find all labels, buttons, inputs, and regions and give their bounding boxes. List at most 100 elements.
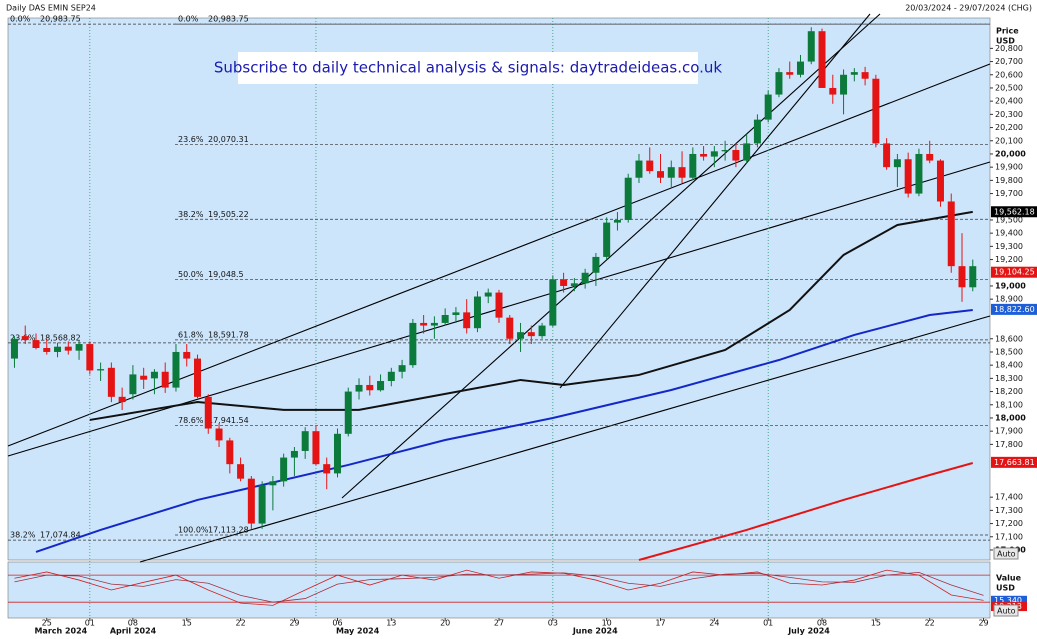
x-tick-label: 06 [332, 619, 342, 628]
y-tick-label: 19,300 [995, 242, 1023, 251]
price-tag [991, 456, 1037, 468]
candle-body [54, 346, 62, 352]
candle-body [21, 336, 29, 341]
candle-body [624, 177, 632, 220]
fib-price: 18,568.82 [40, 333, 81, 342]
x-tick-label: 15 [182, 619, 192, 628]
candle-body [64, 346, 72, 351]
month-label: July 2024 [787, 627, 830, 636]
moving-average [89, 210, 973, 421]
price-tag [991, 266, 1037, 278]
candle-body [926, 153, 934, 161]
banner-box [238, 52, 698, 84]
oscillator-tag-label: 15.340 [994, 596, 1022, 605]
fib-price: 17,113.28 [208, 526, 249, 535]
candle-body [506, 317, 514, 339]
candle-body [75, 344, 83, 351]
candle-body [301, 431, 309, 451]
candle-body [936, 160, 944, 202]
y-tick-label: 17,100 [995, 532, 1023, 541]
price-pane [7, 17, 991, 561]
candle-body [495, 292, 503, 318]
candle-body [581, 272, 589, 284]
candle-body [893, 159, 901, 168]
x-tick-label: 13 [386, 619, 396, 628]
fib-price: 19,505.22 [208, 210, 249, 219]
auto-label[interactable]: Auto [997, 607, 1016, 616]
fib-price: 20,983.75 [208, 15, 249, 24]
candle-body [333, 433, 341, 474]
x-tick-label: 27 [494, 619, 504, 628]
y-tick-label: 19,400 [995, 229, 1023, 238]
candle-body [570, 283, 578, 286]
candle-body [732, 150, 740, 161]
candle-body [172, 351, 180, 388]
fib-price: 20,983.75 [40, 15, 81, 24]
fib-level: 50.0% [178, 270, 204, 279]
candle-body [118, 396, 126, 403]
price-tag-label: 19,104.25 [994, 268, 1035, 277]
candle-body [366, 384, 374, 391]
x-tick-label: 17 [655, 619, 665, 628]
y-tick-label: 18,400 [995, 361, 1023, 370]
candle-body [786, 72, 794, 75]
candle-body [969, 266, 977, 288]
y-tick-label: 20,000 [995, 149, 1026, 158]
candle-body [107, 367, 115, 397]
x-tick-label: 29 [978, 619, 988, 628]
candle-body [290, 450, 298, 458]
oscillator-line [14, 569, 984, 606]
date-range: 20/03/2024 - 29/07/2024 (CHG) [905, 4, 1032, 13]
oscillator-axis-title: USD [996, 584, 1015, 593]
candle-body [796, 61, 804, 75]
y-tick-label: 17,400 [995, 493, 1023, 502]
y-tick-label: 20,500 [995, 83, 1023, 92]
candle-body [646, 160, 654, 172]
y-tick-label: 20,600 [995, 70, 1023, 79]
instrument-title: Daily DAS EMIN SEP24 [6, 4, 96, 13]
candle-body [377, 381, 385, 391]
x-tick-label: 22 [235, 619, 245, 628]
candle-body [947, 201, 955, 267]
candle-body [258, 485, 266, 524]
candle-body [86, 344, 94, 371]
candle-body [323, 464, 331, 474]
candle-body [280, 457, 288, 482]
candle-body [850, 72, 858, 75]
fib-level: 38.2% [10, 531, 36, 540]
auto-label[interactable]: Auto [997, 550, 1016, 559]
candle-body [140, 375, 148, 380]
candle-body [592, 256, 600, 273]
candle-body [904, 159, 912, 194]
candle-body [915, 153, 923, 194]
candle-body [129, 374, 137, 395]
candle-body [312, 431, 320, 465]
candle-body [840, 74, 848, 95]
candle-body [452, 312, 460, 316]
y-tick-label: 20,400 [995, 97, 1023, 106]
fib-level: 100.0% [178, 526, 209, 535]
price-tag-label: 17,663.81 [994, 458, 1035, 467]
candle-body [689, 153, 697, 178]
axis-title: USD [996, 37, 1015, 46]
auto-button[interactable] [993, 547, 1019, 560]
candle-body [463, 312, 471, 329]
fib-price: 17,074.84 [40, 531, 81, 540]
y-tick-label: 20,200 [995, 123, 1023, 132]
candle-body [398, 365, 406, 372]
candle-body [764, 94, 772, 120]
x-tick-label: 08 [128, 619, 138, 628]
candle-body [538, 325, 546, 337]
month-label: April 2024 [110, 627, 157, 636]
axis-title: Price [996, 27, 1019, 36]
candle-body [441, 315, 449, 323]
candle-body [204, 396, 212, 429]
y-tick-label: 19,700 [995, 189, 1023, 198]
y-tick-label: 17,800 [995, 440, 1023, 449]
candle-body [97, 369, 105, 371]
candle-body [721, 150, 729, 152]
candle-body [150, 371, 158, 379]
auto-button[interactable] [993, 604, 1019, 617]
oscillator-pane [7, 561, 991, 619]
